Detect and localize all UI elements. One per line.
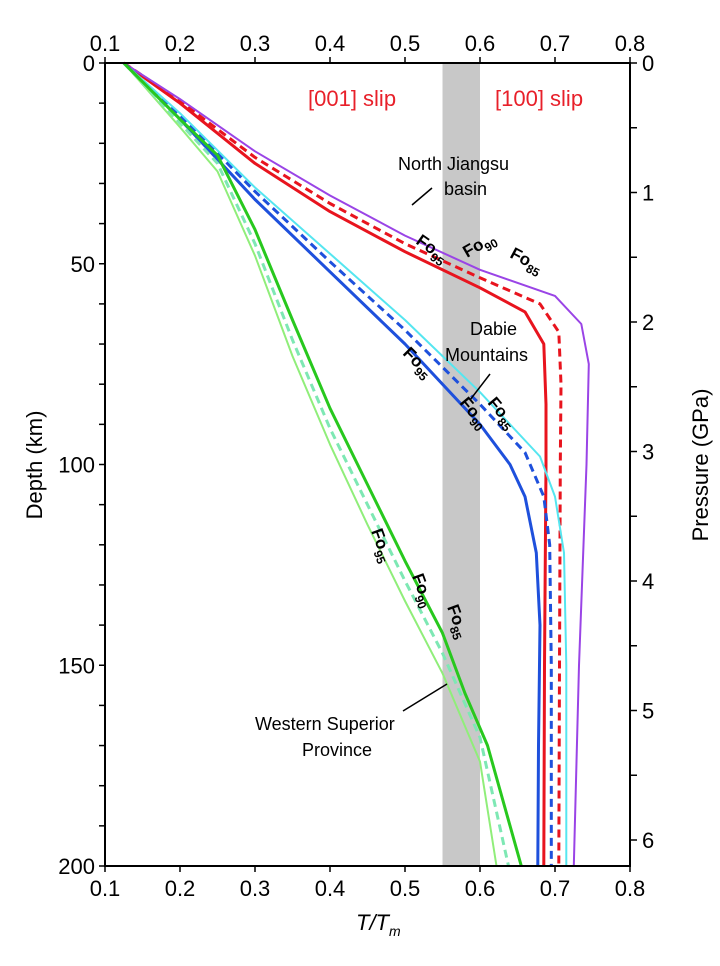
y-right-tick-label: 2	[642, 310, 654, 335]
svg-text:Fo85: Fo85	[505, 244, 546, 280]
y-right-tick-label: 5	[642, 699, 654, 724]
y-right-tick-label: 6	[642, 828, 654, 853]
x-axis-title: T/Tm	[356, 910, 401, 939]
y-tick-label: 100	[58, 453, 95, 478]
y-right-tick-label: 4	[642, 569, 654, 594]
y-right-tick-label: 0	[642, 51, 654, 76]
series-line-8	[122, 61, 523, 867]
x-bottom-tick-label: 0.3	[240, 876, 271, 901]
series-layer	[122, 61, 590, 867]
x-bottom-tick-label: 0.8	[615, 876, 646, 901]
dabie-label: Dabie	[470, 319, 517, 339]
x-top-tick-label: 0.6	[465, 31, 496, 56]
western-superior-leader	[402, 683, 448, 712]
x-top-tick-label: 0.7	[540, 31, 571, 56]
series-line-5	[123, 62, 568, 866]
x-bottom-tick-label: 0.2	[165, 876, 196, 901]
series-line-4	[122, 61, 553, 866]
series-line-6	[123, 62, 498, 867]
svg-text:Fo95: Fo95	[396, 343, 437, 384]
western-superior-label: Western Superior	[255, 714, 395, 734]
x-top-tick-label: 0.3	[240, 31, 271, 56]
x-bottom-tick-label: 0.5	[390, 876, 421, 901]
dabie-label-2: Mountains	[445, 345, 528, 365]
shaded-transition-band	[442, 63, 480, 866]
y-tick-label: 0	[83, 51, 95, 76]
svg-text:Depth (km): Depth (km)	[22, 411, 47, 520]
fo90-label-ws: Fo90	[404, 571, 437, 611]
series-line-3	[122, 61, 542, 867]
fo85-label-nj: Fo85	[505, 244, 546, 280]
y-right-tick-label: 3	[642, 440, 654, 465]
x-top-tick-label: 0.5	[390, 31, 421, 56]
y-tick-label: 50	[71, 252, 95, 277]
x-bottom-tick-label: 0.1	[90, 876, 121, 901]
series-line-7	[122, 61, 510, 867]
north-jiangsu-leader	[411, 187, 433, 206]
x-top-tick-label: 0.2	[165, 31, 196, 56]
x-top-tick-label: 0.1	[90, 31, 121, 56]
svg-text:Fo90: Fo90	[404, 571, 437, 611]
series-line-2	[123, 62, 590, 867]
slip-100-label: [100] slip	[495, 86, 583, 111]
svg-text:Pressure (GPa): Pressure (GPa)	[688, 389, 713, 542]
north-jiangsu-label-2: basin	[444, 179, 487, 199]
x-bottom-tick-label: 0.7	[540, 876, 571, 901]
y-tick-label: 200	[58, 854, 95, 879]
series-line-1	[122, 61, 563, 867]
x-top-tick-label: 0.8	[615, 31, 646, 56]
axis-ticks: 0.1 0.1 0.2 0.2 0.3 0.3 0.4 0.4 0.5 0.5 0.6 0.6 0.7 0…	[58, 31, 654, 901]
x-bottom-tick-label: 0.4	[315, 876, 346, 901]
y-tick-label: 150	[58, 653, 95, 678]
north-jiangsu-label: North Jiangsu	[398, 154, 509, 174]
slip-001-label: [001] slip	[308, 86, 396, 111]
series-line-0	[122, 61, 548, 867]
x-top-tick-label: 0.4	[315, 31, 346, 56]
y-right-tick-label: 1	[642, 181, 654, 206]
y-axis-title: Depth (km)	[22, 411, 47, 520]
fo95-label-dabie: Fo95	[396, 343, 437, 384]
dabie-leader	[469, 373, 491, 401]
western-superior-label-2: Province	[302, 740, 372, 760]
x-bottom-tick-label: 0.6	[465, 876, 496, 901]
y-right-axis-title: Pressure (GPa)	[688, 389, 713, 542]
